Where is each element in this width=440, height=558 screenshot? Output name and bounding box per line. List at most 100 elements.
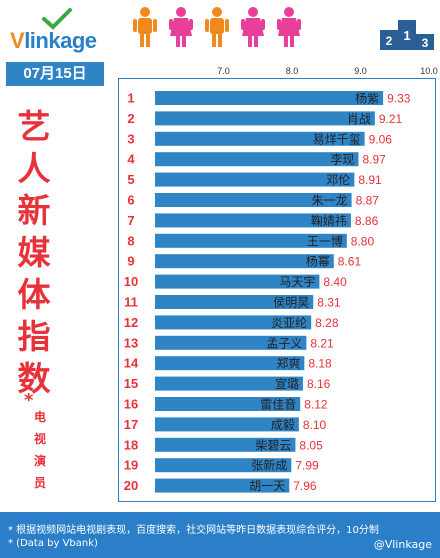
value-label: 8.40 — [323, 275, 347, 289]
rank-label: 9 — [127, 254, 134, 269]
subtitle-char: 演 — [33, 454, 46, 468]
rank-label: 14 — [124, 356, 139, 371]
footer: * 根据视频网站电视剧表现，百度搜索，社交网站等昨日数据表现综合评分，10分制 … — [0, 512, 440, 558]
subtitle-char: 员 — [33, 476, 46, 490]
rank-label: 8 — [127, 233, 134, 248]
bar — [155, 437, 296, 452]
rank-label: 17 — [124, 417, 138, 432]
category-label: 李现 — [330, 152, 354, 167]
rank-label: 6 — [127, 193, 134, 208]
bar-chart: 7.0 8.0 9.0 10.0 1 杨紫 9.33 2 肖战 9.21 3 易烊千玺 9.06 4 李现 8… — [124, 66, 438, 493]
category-label: 王一博 — [307, 233, 343, 248]
bar — [155, 193, 352, 207]
rank-label: 10 — [124, 274, 138, 289]
category-label: 杨幂 — [306, 254, 330, 269]
bar — [155, 397, 301, 411]
value-label: 8.91 — [358, 173, 382, 187]
category-label: 宣璐 — [275, 376, 299, 391]
category-label: 易烊千玺 — [313, 132, 361, 146]
bar — [155, 417, 299, 432]
value-label: 8.21 — [310, 336, 334, 350]
podium-icon: 2 1 3 — [380, 20, 434, 50]
chart-subtitle: 电 视 演 员 — [28, 406, 52, 494]
watermark: @Vlinkage — [373, 538, 432, 551]
bar — [155, 233, 347, 248]
value-label: 8.12 — [304, 398, 328, 412]
x-tick-label: 10.0 — [420, 66, 438, 76]
category-label: 马天宇 — [279, 275, 315, 289]
rank-label: 12 — [124, 315, 138, 330]
bar — [155, 213, 351, 228]
footer-note: * 根据视频网站电视剧表现，百度搜索，社交网站等昨日数据表现综合评分，10分制 — [8, 525, 379, 536]
category-label: 杨紫 — [355, 91, 379, 106]
rank-label: 15 — [124, 376, 138, 391]
people-icons — [133, 7, 301, 47]
value-label: 8.31 — [317, 296, 341, 310]
rank-label: 20 — [124, 478, 138, 493]
category-label: 成毅 — [271, 417, 295, 432]
svg-text:3: 3 — [422, 36, 429, 50]
chart-title: 艺 人 新 媒 体 指 数 — [14, 106, 54, 400]
category-label: 郑爽 — [276, 356, 300, 371]
x-tick-label: 9.0 — [354, 66, 367, 76]
logo-rest: linkage — [24, 28, 97, 53]
bar — [155, 111, 375, 126]
value-label: 8.28 — [315, 316, 339, 330]
bar — [155, 458, 292, 473]
value-label: 8.80 — [351, 234, 375, 248]
bar — [155, 274, 320, 289]
category-label: 张新成 — [251, 458, 287, 473]
chart-panel: 7.0 8.0 9.0 10.0 1 杨紫 9.33 2 肖战 9.21 3 易烊千玺 9.06 4 李现 8… — [118, 66, 438, 502]
bar — [155, 254, 334, 269]
logo-v: V — [10, 28, 25, 53]
value-label: 9.21 — [379, 112, 403, 126]
title-char: 艺 — [17, 107, 51, 146]
bar — [155, 131, 365, 146]
bar — [155, 356, 305, 371]
category-label: 朱一龙 — [312, 194, 348, 208]
person-female-icon — [169, 7, 193, 47]
title-star: * — [24, 390, 34, 411]
value-label: 9.06 — [369, 132, 393, 146]
value-label: 8.97 — [362, 153, 386, 167]
rank-label: 4 — [127, 152, 135, 167]
value-label: 8.18 — [308, 357, 332, 371]
category-label: 炎亚纶 — [271, 316, 307, 330]
value-label: 8.61 — [338, 255, 362, 269]
person-female-icon — [241, 7, 265, 47]
category-label: 邓伦 — [326, 172, 350, 187]
value-label: 7.96 — [293, 479, 317, 493]
person-icon — [133, 7, 157, 47]
value-label: 8.87 — [356, 194, 380, 208]
category-label: 柴碧云 — [255, 438, 291, 452]
title-char: 数 — [17, 359, 51, 398]
rank-label: 16 — [124, 397, 138, 412]
bar — [155, 172, 355, 187]
value-label: 7.99 — [295, 459, 319, 473]
logo-text: Vlinkage — [10, 28, 97, 54]
rank-label: 5 — [127, 172, 134, 187]
rank-label: 13 — [124, 335, 138, 350]
rank-label: 1 — [127, 91, 134, 106]
value-label: 8.05 — [299, 438, 323, 452]
person-icon — [205, 7, 229, 47]
value-label: 9.33 — [387, 92, 411, 106]
category-label: 侯明昊 — [273, 296, 309, 310]
value-label: 8.10 — [303, 418, 327, 432]
rank-label: 11 — [124, 295, 138, 310]
person-female-icon — [277, 7, 301, 47]
title-char: 人 — [17, 149, 51, 188]
x-tick-label: 8.0 — [286, 66, 299, 76]
value-label: 8.16 — [307, 377, 331, 391]
title-char: 指 — [17, 317, 51, 356]
svg-text:1: 1 — [403, 28, 410, 43]
category-label: 鞠婧祎 — [311, 213, 347, 228]
x-tick-label: 7.0 — [217, 66, 230, 76]
rank-label: 2 — [127, 111, 134, 126]
rank-label: 7 — [127, 213, 134, 228]
bar — [155, 478, 290, 493]
title-char: 新 — [17, 191, 51, 230]
bar — [155, 315, 312, 330]
bar — [155, 295, 314, 309]
footer-source: * (Data by Vbank) — [8, 538, 98, 549]
